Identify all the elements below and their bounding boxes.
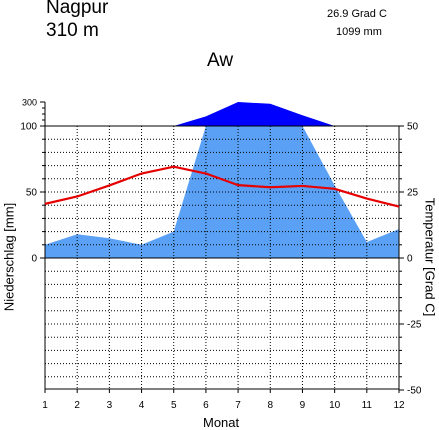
mean-temperature: 26.9 Grad C: [327, 8, 387, 20]
right-tick-label: 50: [407, 122, 419, 133]
left-tick-label: 100: [20, 122, 37, 133]
right-tick-label: 25: [407, 188, 419, 199]
right-tick-label: 0: [407, 254, 413, 265]
x-tick-label: 6: [203, 400, 209, 411]
station-name: Nagpur: [46, 0, 109, 18]
left-tick-label: 300: [22, 98, 37, 108]
x-tick-label: 3: [107, 400, 113, 411]
x-tick-label: 4: [139, 400, 145, 411]
x-tick-label: 9: [300, 400, 306, 411]
right-tick-label: -50: [407, 386, 422, 397]
precipitation-area-perhumid: [45, 102, 399, 126]
x-tick-label: 11: [362, 400, 373, 411]
temperature-line: [44, 165, 400, 208]
x-tick-label: 5: [171, 400, 177, 411]
x-tick-label: 2: [74, 400, 80, 411]
left-tick-label: 50: [26, 188, 38, 199]
left-tick-label: 0: [31, 254, 37, 265]
annual-precipitation: 1099 mm: [336, 26, 382, 38]
right-tick-label: -25: [407, 320, 422, 331]
x-axis-label: Monat: [203, 415, 240, 430]
x-tick-label: 10: [329, 400, 341, 411]
x-tick-label: 8: [267, 400, 273, 411]
x-tick-label: 12: [393, 400, 405, 411]
x-tick-label: 1: [42, 400, 48, 411]
climate-class: Aw: [207, 50, 234, 71]
station-elevation: 310 m: [46, 20, 99, 41]
x-tick-label: 7: [235, 400, 241, 411]
